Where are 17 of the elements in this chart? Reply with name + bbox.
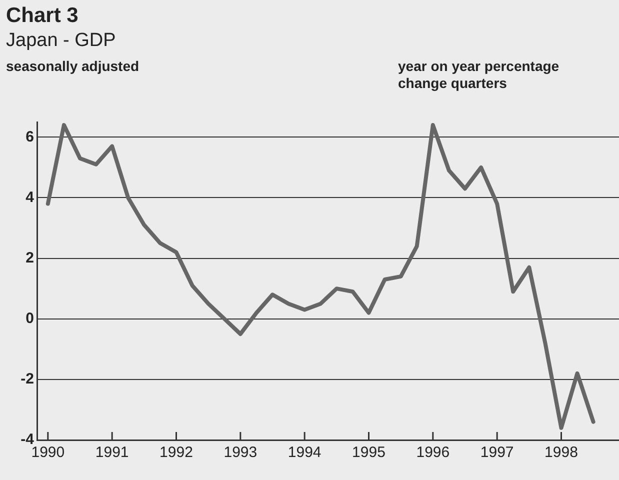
x-tick-label: 1993 [224, 444, 258, 462]
x-tick-label: 1996 [416, 444, 450, 462]
x-tick-label: 1994 [288, 444, 322, 462]
x-tick-label: 1991 [95, 444, 129, 462]
y-axis-title: seasonally adjusted [6, 58, 140, 74]
y-tick-label: -2 [20, 370, 34, 388]
chart-subtitle: Japan - GDP [6, 30, 116, 52]
x-tick-label: 1995 [352, 444, 386, 462]
x-tick-label: 1997 [480, 444, 514, 462]
x-tick-label: 1992 [160, 444, 193, 462]
chart-title: Chart 3 [6, 4, 78, 28]
text: year on year percentage change quarters [398, 58, 560, 92]
y-tick-label: 4 [26, 188, 35, 206]
y-tick-label: 0 [26, 310, 34, 327]
y-tick-label: 6 [26, 128, 34, 146]
x-tick-label: 1998 [544, 444, 578, 462]
y-tick-label: 2 [26, 249, 34, 266]
